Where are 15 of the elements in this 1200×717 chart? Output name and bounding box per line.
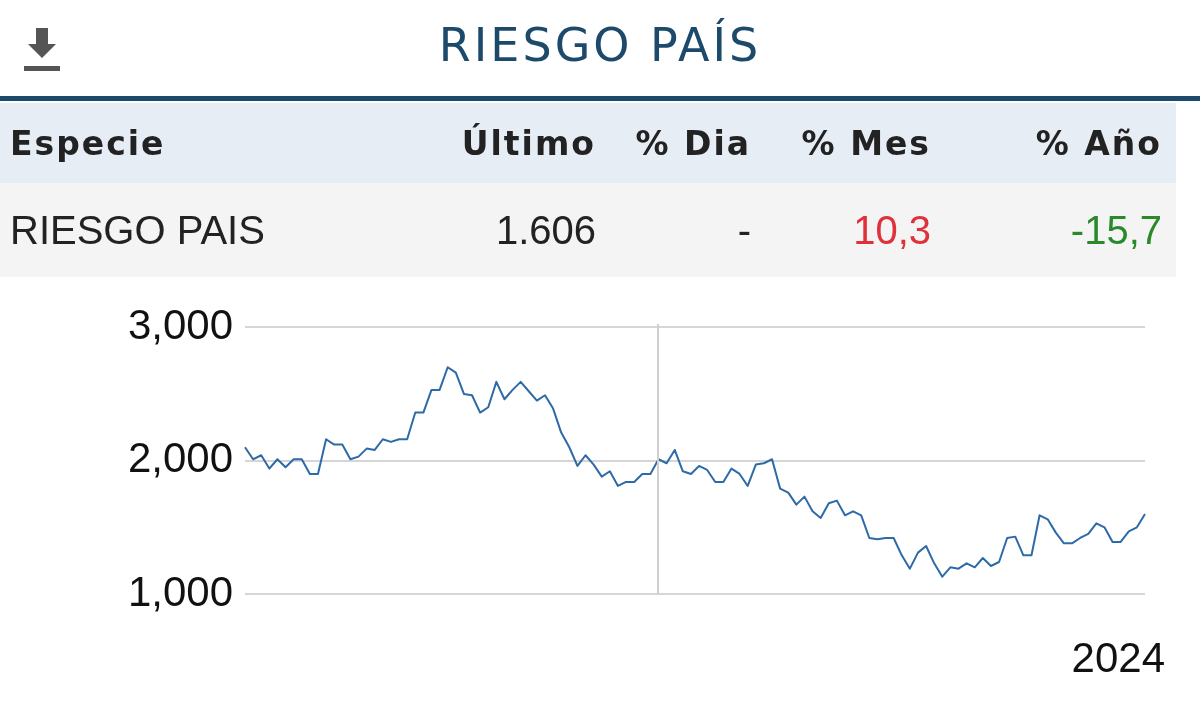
y-tick-label: 2,000 bbox=[127, 434, 233, 482]
y-tick-label: 1,000 bbox=[127, 567, 233, 615]
text: Último bbox=[430, 103, 610, 183]
text: % Año bbox=[945, 103, 1176, 183]
text: 1.606 bbox=[430, 183, 610, 277]
text: % Mes bbox=[765, 103, 945, 183]
chart-title: RIESGO PAÍS bbox=[437, 18, 763, 72]
text: RIESGO PAIS bbox=[0, 183, 430, 277]
text: % Dia bbox=[610, 103, 765, 183]
text: Especie bbox=[0, 103, 430, 183]
text: - bbox=[610, 183, 765, 277]
y-tick-label: 3,000 bbox=[127, 300, 233, 348]
text: 10,3 bbox=[765, 183, 945, 277]
text: 2024 bbox=[1071, 633, 1165, 681]
text: -15,7 bbox=[945, 183, 1176, 277]
